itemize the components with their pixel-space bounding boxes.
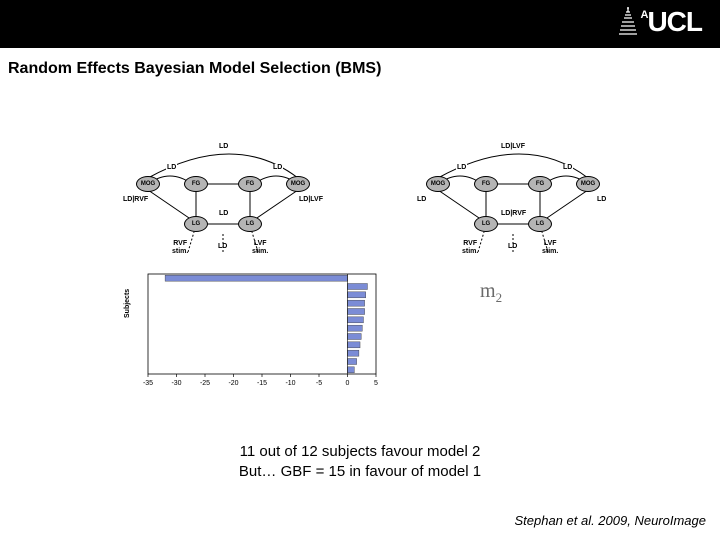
- evidence-bar: [165, 275, 347, 281]
- xtick-label: 5: [374, 380, 378, 387]
- evidence-bar: [348, 292, 366, 298]
- node-mog_r: MOG: [576, 176, 600, 192]
- node-lg_l: LG: [184, 216, 208, 232]
- evidence-bar: [348, 284, 368, 290]
- citation: Stephan et al. 2009, NeuroImage: [514, 513, 706, 528]
- barchart-svg: -35 -30 -25 -20 -15 -10 -5 0 5: [140, 270, 380, 390]
- evidence-bar: [348, 334, 362, 340]
- edge-label: LD: [562, 164, 573, 171]
- node-fg_l: FG: [474, 176, 498, 192]
- edge-label: LD: [272, 164, 283, 171]
- figure: MOG FG FG MOG LG LG LD LD LD LD|RVF LD|LVF LD RVFs…: [80, 140, 640, 400]
- node-lg_l: LG: [474, 216, 498, 232]
- ucl-logo: AUCL: [619, 6, 703, 36]
- xtick-label: 0: [346, 380, 350, 387]
- evidence-bar: [348, 325, 363, 331]
- xtick-label: -15: [257, 380, 267, 387]
- node-lg_r: LG: [238, 216, 262, 232]
- stim-label: LVFstim.: [542, 240, 558, 255]
- edge-label: LD: [456, 164, 467, 171]
- caption: 11 out of 12 subjects favour model 2 But…: [0, 442, 720, 483]
- evidence-bar: [348, 350, 359, 356]
- edge-label: LD|RVF: [122, 196, 149, 203]
- node-fg_l: FG: [184, 176, 208, 192]
- xtick-label: -5: [316, 380, 322, 387]
- stim-label: LVFstim.: [252, 240, 268, 255]
- model-2-diagram: MOG FG FG MOG LG LG LD|LVF LD LD LD LD LD|RVF RVFs…: [420, 140, 630, 260]
- edge-label: LD|LVF: [500, 143, 526, 150]
- edge-label: LD: [218, 210, 229, 217]
- evidence-barchart: Subjects -35-30-25-20-15-10-505: [140, 270, 380, 390]
- evidence-bar: [348, 359, 357, 365]
- edge-label: LD: [166, 164, 177, 171]
- edge-label: LD: [596, 196, 607, 203]
- xtick-label: -25: [200, 380, 210, 387]
- header-bar: AUCL: [0, 0, 720, 48]
- xtick-label: -35: [143, 380, 153, 387]
- caption-line-1: 11 out of 12 subjects favour model 2: [0, 442, 720, 462]
- evidence-bar: [348, 342, 361, 348]
- edge-label: LD: [218, 143, 229, 150]
- barchart-y-label: Subjects: [124, 289, 131, 318]
- evidence-bar: [348, 367, 355, 373]
- edge-label: LD: [416, 196, 427, 203]
- page-title: Random Effects Bayesian Model Selection …: [0, 48, 720, 78]
- edge-label: LD|LVF: [298, 196, 324, 203]
- stim-label: RVFstim.: [172, 240, 188, 255]
- caption-line-2: But… GBF = 15 in favour of model 1: [0, 462, 720, 482]
- evidence-bar: [348, 317, 364, 323]
- xtick-label: -10: [285, 380, 295, 387]
- node-mog_r: MOG: [286, 176, 310, 192]
- node-lg_r: LG: [528, 216, 552, 232]
- node-mog_l: MOG: [136, 176, 160, 192]
- stim-label: LD: [218, 243, 227, 251]
- xtick-label: -30: [171, 380, 181, 387]
- node-mog_l: MOG: [426, 176, 450, 192]
- stim-label: LD: [508, 243, 517, 251]
- node-fg_r: FG: [238, 176, 262, 192]
- model-1-diagram: MOGFGFGMOGLGLG LDLDLDLD|RVFLD|LVFLD RVFs…: [130, 140, 340, 260]
- xtick-label: -20: [228, 380, 238, 387]
- edge-label: LD|RVF: [500, 210, 527, 217]
- model-2-label: m2: [480, 280, 502, 306]
- evidence-bar: [348, 309, 365, 315]
- ucl-wordmark: AUCL: [641, 8, 703, 36]
- ucl-dome-icon: [619, 6, 637, 36]
- stim-label: RVFstim.: [462, 240, 478, 255]
- evidence-bar: [348, 300, 365, 306]
- node-fg_r: FG: [528, 176, 552, 192]
